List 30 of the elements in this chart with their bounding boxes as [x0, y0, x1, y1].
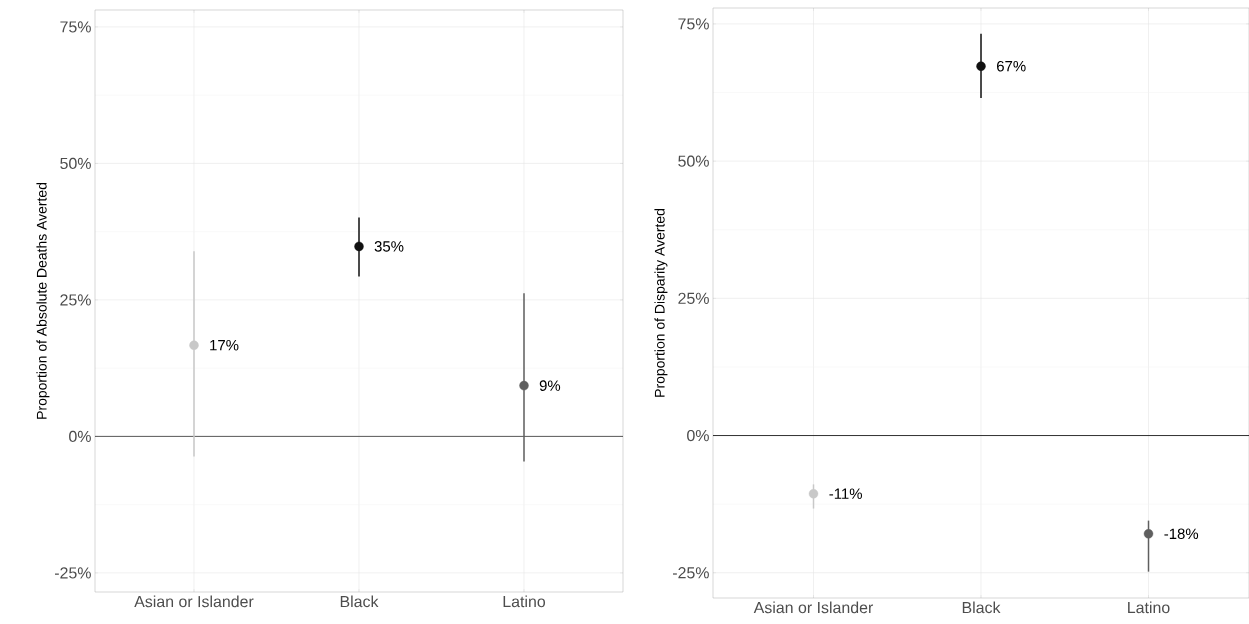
x-tick-label: Asian or Islander: [134, 595, 254, 608]
x-tick-label: Latino: [1128, 601, 1170, 614]
data-label: 67%: [997, 60, 1026, 72]
data-label: -11%: [829, 488, 862, 499]
point: [808, 489, 819, 499]
point: [1143, 529, 1154, 539]
x-tick-label: Asian or Islander: [753, 601, 874, 614]
x-tick-label: Latino: [503, 595, 546, 608]
point: [519, 380, 529, 391]
y-tick-label: 25%: [60, 294, 91, 306]
point: [189, 340, 199, 350]
data-label: 17%: [210, 340, 239, 351]
y-tick-label: 50%: [678, 155, 709, 167]
point: [354, 241, 364, 252]
point: [976, 61, 986, 71]
y-tick-label: 0%: [69, 430, 91, 443]
y-axis-title: Proportion of Absolute Deaths Averted: [36, 183, 50, 419]
data-label: 9%: [539, 380, 561, 391]
y-tick-label: 75%: [60, 21, 91, 33]
x-tick-label: Black: [962, 601, 1001, 614]
y-tick-label: -25%: [54, 567, 91, 579]
x-tick-label: Black: [340, 595, 379, 608]
y-tick-label: 0%: [687, 429, 709, 442]
y-tick-label: 75%: [678, 18, 709, 30]
data-label: -18%: [1164, 528, 1199, 540]
y-tick-label: 25%: [678, 292, 709, 304]
y-axis-title: Proportion of Disparity Averted: [654, 209, 668, 397]
y-tick-label: -25%: [672, 567, 709, 579]
data-label: 35%: [374, 241, 404, 252]
y-tick-label: 50%: [60, 157, 91, 170]
